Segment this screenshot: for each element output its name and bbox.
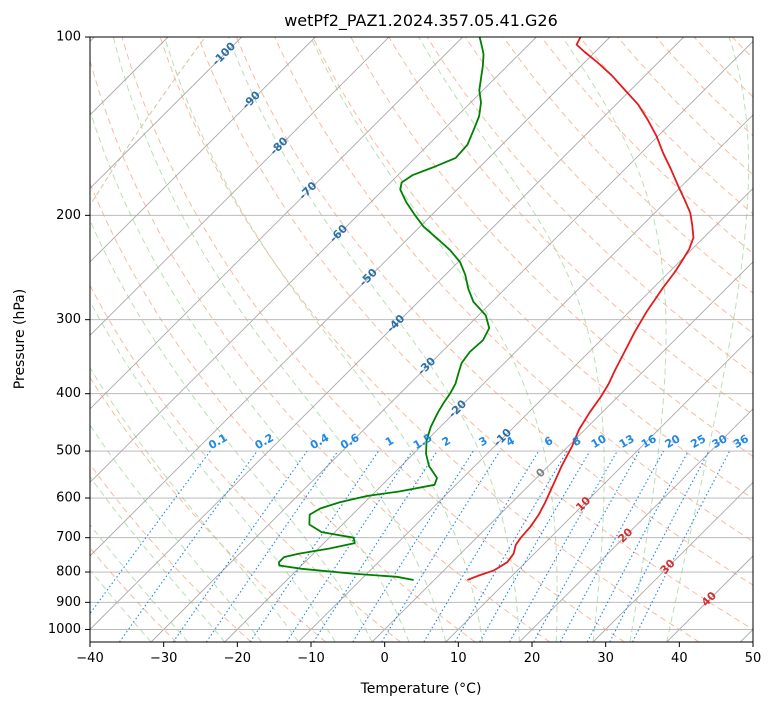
x-tick-label: 40 <box>671 651 688 666</box>
dry-adiabat-line <box>770 37 775 642</box>
y-tick-label: 1000 <box>48 622 81 637</box>
x-tick-label: −40 <box>76 651 103 666</box>
x-tick-label: 30 <box>597 651 614 666</box>
x-tick-label: 0 <box>381 651 389 666</box>
x-tick-label: 10 <box>450 651 467 666</box>
x-tick-label: −30 <box>150 651 177 666</box>
y-tick-label: 200 <box>56 208 81 223</box>
y-tick-label: 300 <box>56 312 81 327</box>
plot-background <box>90 37 753 642</box>
x-tick-label: 20 <box>524 651 541 666</box>
y-tick-label: 100 <box>56 30 81 45</box>
y-tick-label: 700 <box>56 530 81 545</box>
x-axis-label: Temperature (°C) <box>360 681 482 697</box>
x-tick-label: −20 <box>224 651 251 666</box>
y-axis-label: Pressure (hPa) <box>12 289 28 389</box>
curved-reference-line <box>0 37 73 642</box>
y-tick-label: 800 <box>56 565 81 580</box>
y-tick-label: 400 <box>56 386 81 401</box>
x-tick-label: 50 <box>745 651 762 666</box>
x-tick-label: −10 <box>297 651 324 666</box>
y-tick-label: 500 <box>56 444 81 459</box>
y-tick-label: 900 <box>56 595 81 610</box>
chart-title: wetPf2_PAZ1.2024.357.05.41.G26 <box>284 11 558 31</box>
y-tick-label: 600 <box>56 491 81 506</box>
